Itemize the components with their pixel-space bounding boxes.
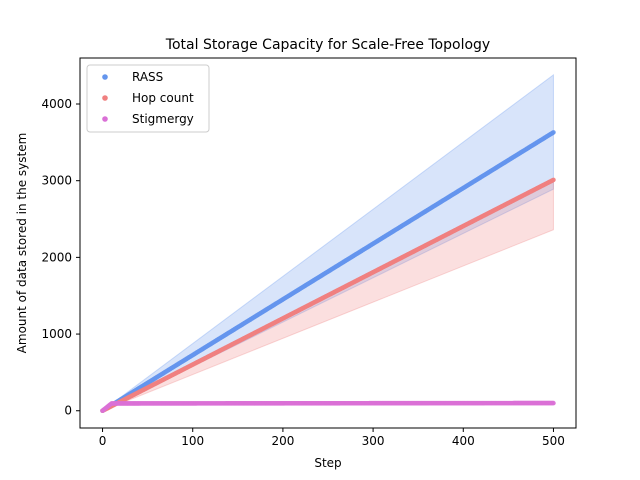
legend-box bbox=[86, 64, 210, 133]
point-stigmergy bbox=[551, 400, 556, 406]
plot-frame bbox=[79, 57, 577, 429]
y-tick-label: 0 bbox=[64, 404, 72, 418]
x-tick-label: 500 bbox=[542, 434, 565, 448]
x-tick-label: 200 bbox=[271, 434, 294, 448]
x-tick-label: 300 bbox=[362, 434, 385, 448]
x-axis-ticks: 0 100 200 300 400 500 bbox=[99, 428, 565, 448]
data-points bbox=[100, 130, 556, 414]
y-tick-label: 3000 bbox=[41, 174, 72, 188]
x-tick-label: 400 bbox=[452, 434, 475, 448]
x-axis-label: Step bbox=[314, 456, 341, 470]
point-hop-count bbox=[551, 177, 556, 183]
legend-marker bbox=[102, 116, 108, 122]
y-tick-label: 1000 bbox=[41, 327, 72, 341]
x-tick-label: 0 bbox=[99, 434, 107, 448]
legend: RASS Hop count Stigmergy bbox=[86, 64, 210, 133]
legend-marker bbox=[102, 74, 108, 80]
y-tick-label: 2000 bbox=[41, 250, 72, 264]
legend-marker bbox=[102, 95, 108, 101]
chart-title: Total Storage Capacity for Scale-Free To… bbox=[165, 37, 490, 53]
legend-label: Stigmergy bbox=[132, 112, 194, 126]
x-tick-label: 100 bbox=[181, 434, 204, 448]
y-axis-ticks: 0 1000 2000 3000 4000 bbox=[41, 97, 80, 418]
y-axis-label: Amount of data stored in the system bbox=[15, 133, 29, 354]
point-rass bbox=[551, 130, 556, 135]
legend-label: RASS bbox=[132, 70, 163, 84]
y-tick-label: 4000 bbox=[41, 97, 72, 111]
legend-label: Hop count bbox=[132, 91, 194, 105]
